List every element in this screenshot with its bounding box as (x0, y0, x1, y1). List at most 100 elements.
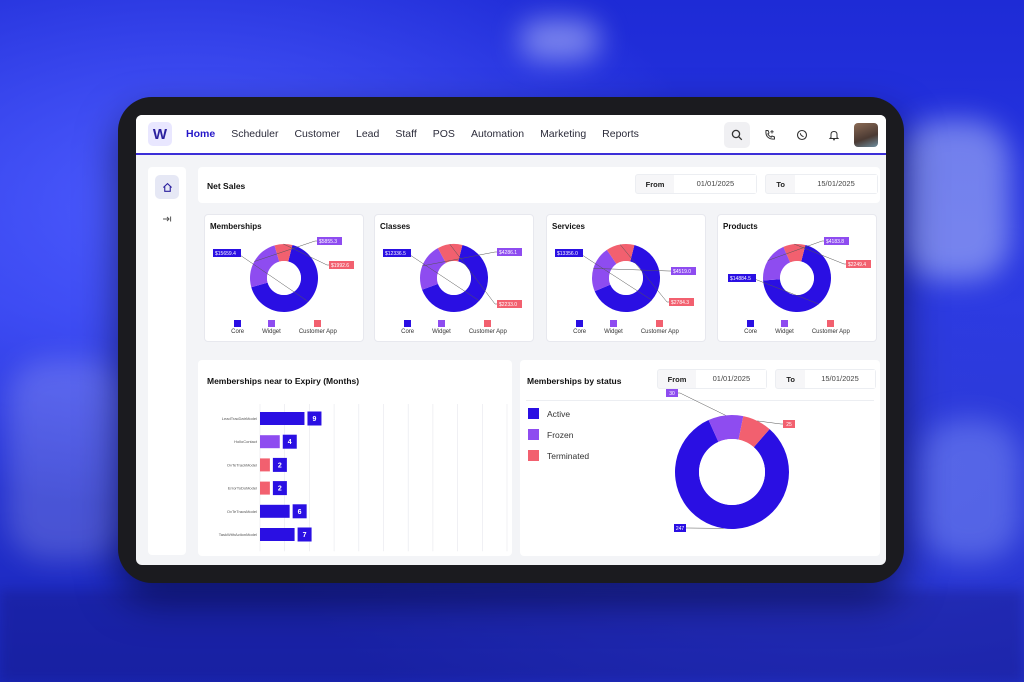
donut-callout-line (254, 240, 317, 262)
legend-label: Widget (432, 329, 451, 335)
legend-item-widget[interactable]: Widget (604, 320, 623, 335)
status-slice-terminated[interactable] (738, 416, 770, 448)
from-date-field[interactable]: From 01/01/2025 (634, 174, 758, 194)
bar-value-box (292, 504, 307, 519)
bar[interactable] (260, 412, 305, 425)
whatsapp-icon[interactable] (790, 123, 814, 147)
bar-value-box (272, 457, 287, 472)
donut-callout-label: $4519.0 (673, 269, 691, 275)
nav-item-pos[interactable]: POS (432, 128, 455, 140)
status-to-date-field[interactable]: To 15/01/2025 (775, 369, 876, 389)
legend-active[interactable]: Active (528, 408, 589, 419)
from-date-value[interactable]: 01/01/2025 (674, 175, 757, 193)
donut-slice-widget[interactable] (592, 249, 617, 292)
search-icon[interactable] (724, 122, 750, 148)
nav-item-marketing[interactable]: Marketing (540, 128, 587, 140)
bell-icon[interactable] (822, 123, 846, 147)
nav-item-lead[interactable]: Lead (355, 128, 380, 140)
memberships-card[interactable]: Memberships $15659.4 $5855.3 $1992.6 Core Wid… (204, 214, 364, 342)
home-icon[interactable] (155, 175, 179, 199)
status-to-label: To (786, 374, 795, 384)
donut-slice-core[interactable] (251, 245, 318, 312)
donut-slice-core[interactable] (594, 245, 660, 312)
donut-slice-customer-app[interactable] (274, 244, 293, 262)
nav-item-staff[interactable]: Staff (395, 128, 417, 140)
donut-callout-line (794, 243, 846, 265)
expand-arrow-icon[interactable] (155, 207, 179, 231)
donut-slice-customer-app[interactable] (606, 244, 635, 264)
legend-label: Core (744, 329, 758, 335)
legend-swatch (528, 429, 539, 440)
legend-item-core[interactable]: Core (573, 320, 586, 335)
legend-item-widget[interactable]: Widget (432, 320, 451, 335)
legend-label: Core (231, 329, 245, 335)
legend-swatch (437, 320, 445, 327)
to-label: To (776, 179, 785, 189)
services-card[interactable]: Services $13356.0 $4519.0 $2784.3 Core Widget… (546, 214, 706, 342)
legend-terminated[interactable]: Terminated (528, 450, 589, 461)
legend-item-customer-app[interactable]: Customer App (299, 320, 337, 335)
donut-slice-core[interactable] (763, 245, 831, 312)
donut-callout-line (406, 252, 480, 301)
bar[interactable] (260, 435, 280, 449)
legend-item-customer-app[interactable]: Customer App (812, 320, 850, 335)
phone-icon[interactable] (758, 123, 782, 147)
donut-callout-line (578, 252, 652, 301)
bar-category-label: HolloContact (234, 439, 258, 444)
legend-item-customer-app[interactable]: Customer App (469, 320, 507, 335)
nav-item-scheduler[interactable]: Scheduler (231, 128, 279, 140)
donut-slice-customer-app[interactable] (783, 244, 806, 263)
legend-item-core[interactable]: Core (401, 320, 414, 335)
legend-item-core[interactable]: Core (744, 320, 757, 335)
status-from-date-value[interactable]: 01/01/2025 (696, 370, 767, 388)
donut-callout-box (497, 300, 522, 308)
bar[interactable] (260, 504, 290, 518)
bar-value-label: 2 (278, 486, 282, 493)
expiry-chart-title: Memberships near to Expiry (Months) (207, 376, 360, 386)
chart-legend: Core Widget Customer App (547, 320, 705, 335)
legend-frozen[interactable]: Frozen (528, 429, 589, 440)
status-slice-active[interactable] (675, 420, 789, 529)
to-date-field[interactable]: To 15/01/2025 (765, 174, 878, 194)
legend-swatch (314, 320, 322, 327)
legend-swatch (780, 320, 788, 327)
to-date-value[interactable]: 15/01/2025 (795, 175, 877, 193)
status-from-date-field[interactable]: From 01/01/2025 (656, 369, 768, 389)
status-chart-title: Memberships by status (527, 376, 622, 386)
status-callout-box (666, 389, 678, 397)
status-callout-line (757, 420, 783, 425)
nav-item-automation[interactable]: Automation (470, 128, 525, 140)
donut-callout-line (619, 244, 669, 303)
legend-item-widget[interactable]: Widget (775, 320, 794, 335)
bar-value-box (307, 411, 322, 426)
bar-value-label: 9 (313, 416, 317, 423)
donut-slice-widget[interactable] (420, 248, 446, 290)
donut-callout-box (213, 249, 241, 257)
legend-item-core[interactable]: Core (231, 320, 244, 335)
nav-item-home[interactable]: Home (186, 128, 216, 140)
donut-slice-widget[interactable] (250, 245, 280, 288)
nav-item-reports[interactable]: Reports (602, 128, 639, 140)
app-logo[interactable]: W (148, 122, 172, 146)
legend-swatch (528, 450, 539, 461)
status-slice-frozen[interactable] (708, 415, 744, 442)
classes-card[interactable]: Classes $12336.5 $4286.1 $2233.0 Core Widget C… (374, 214, 534, 342)
nav-item-customer[interactable]: Customer (294, 128, 340, 140)
status-chart-panel: Memberships by status From 01/01/2025 To… (520, 360, 880, 556)
donut-slice-core[interactable] (422, 245, 488, 312)
status-callout-label: 247 (676, 526, 685, 532)
bar-category-label: OvTeTrackModel (227, 462, 257, 467)
donut-slice-widget[interactable] (763, 246, 791, 281)
legend-item-customer-app[interactable]: Customer App (641, 320, 679, 335)
bar[interactable] (260, 458, 270, 472)
bar[interactable] (260, 481, 270, 495)
avatar[interactable] (854, 123, 878, 147)
donut-callout-box (671, 267, 696, 275)
legend-item-widget[interactable]: Widget (262, 320, 281, 335)
donut-slice-customer-app[interactable] (437, 244, 463, 264)
bar[interactable] (260, 528, 295, 541)
products-card[interactable]: Products $14884.5 $4183.8 $2249.4 Core Widget… (717, 214, 877, 342)
status-to-date-value[interactable]: 15/01/2025 (805, 370, 875, 388)
donut-callout-box (383, 249, 411, 257)
donut-callout-label: $4183.8 (826, 239, 844, 245)
